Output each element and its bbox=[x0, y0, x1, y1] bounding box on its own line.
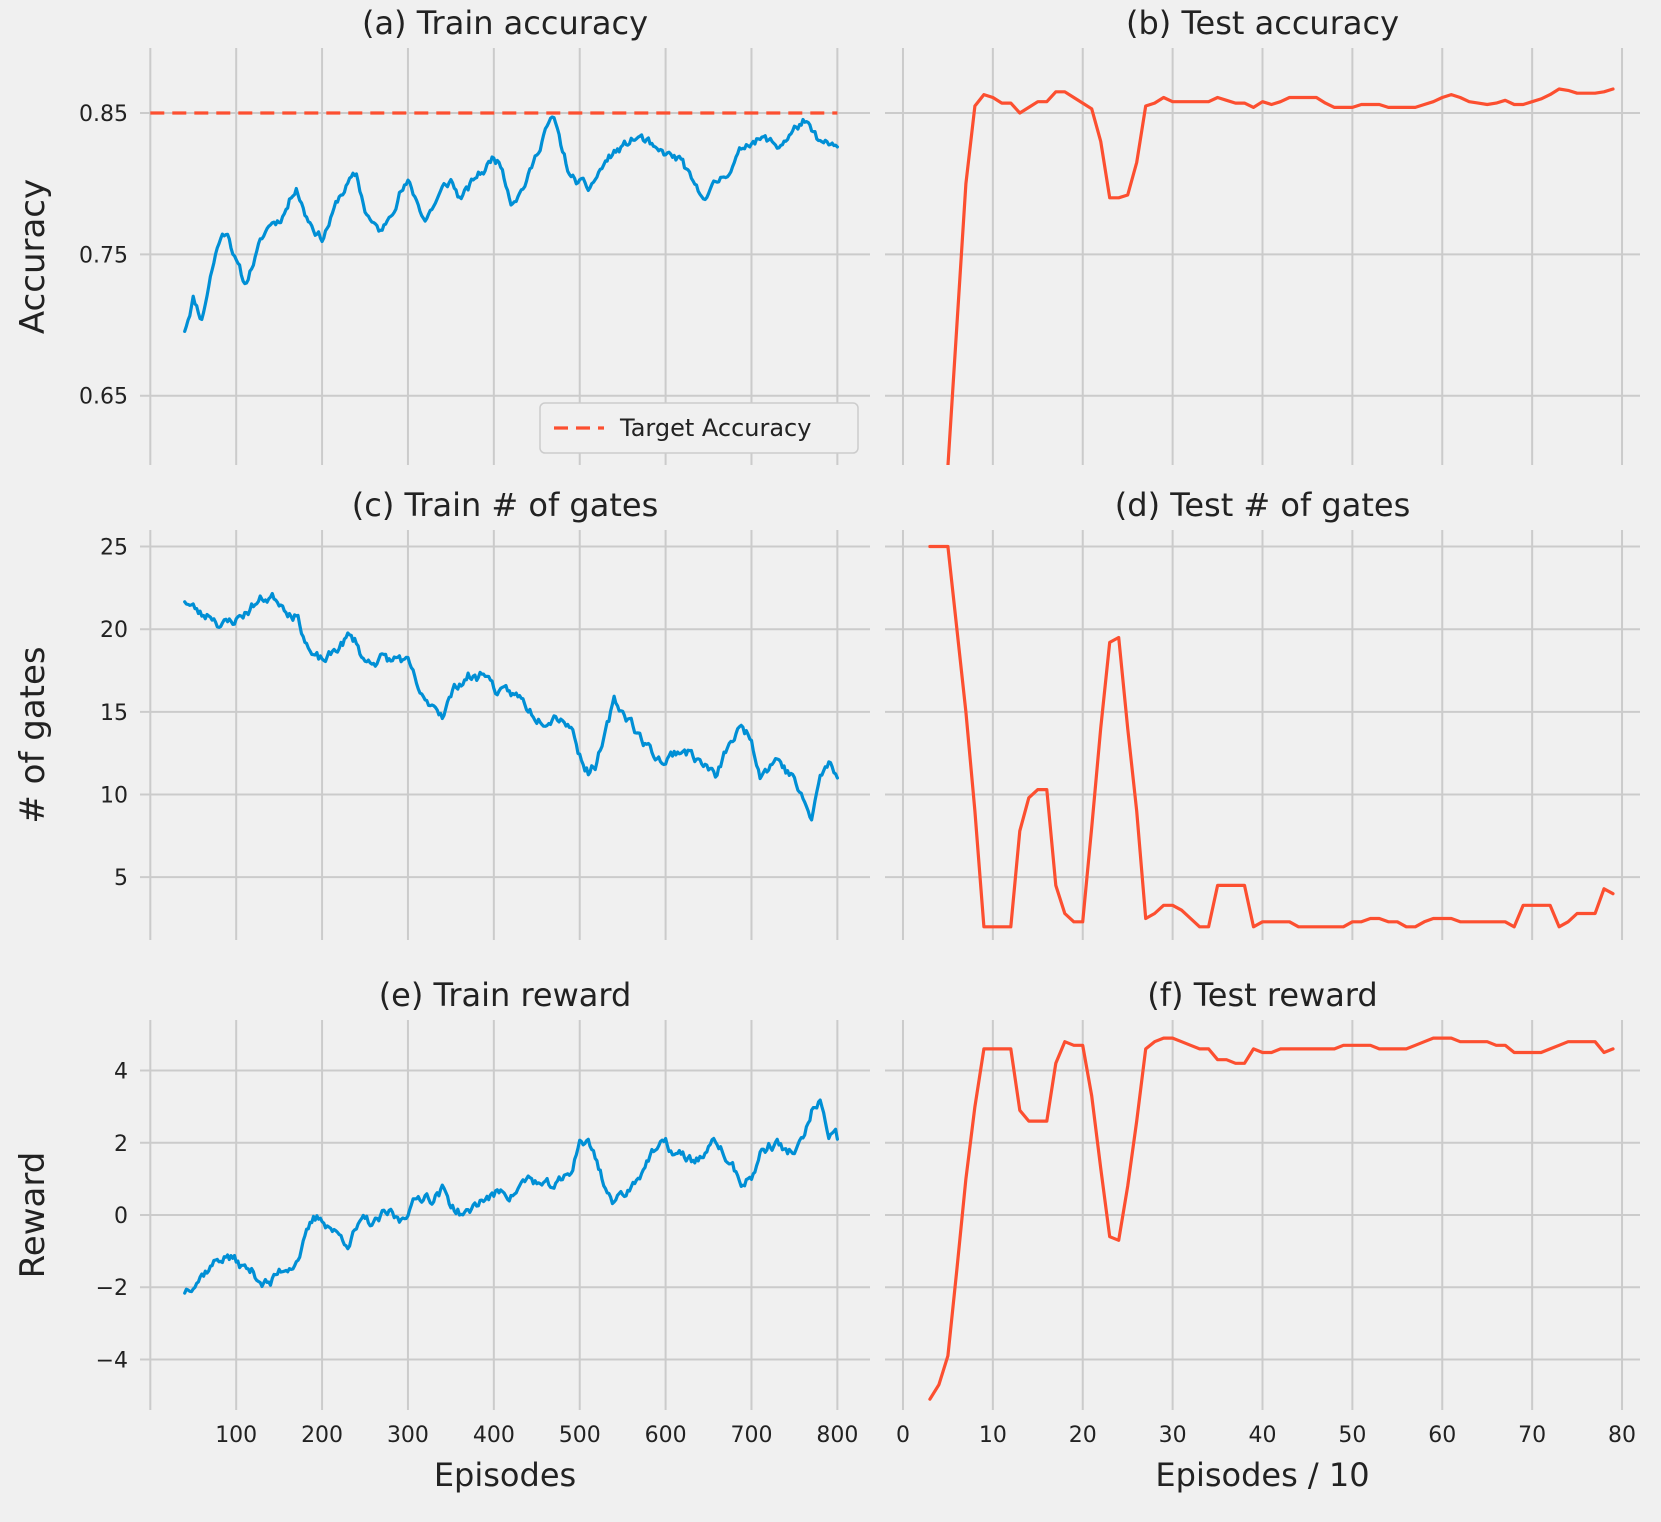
y-axis-label: # of gates bbox=[13, 646, 53, 823]
y-tick-label: 25 bbox=[100, 536, 128, 561]
y-tick-label: 5 bbox=[114, 866, 128, 891]
x-tick-label: 30 bbox=[1159, 1423, 1187, 1448]
panel-title: (c) Train # of gates bbox=[352, 486, 659, 524]
panel-title: (f) Test reward bbox=[1147, 976, 1377, 1014]
panel-title: (a) Train accuracy bbox=[362, 4, 648, 42]
x-tick-label: 10 bbox=[979, 1423, 1007, 1448]
panel-b-series bbox=[946, 87, 1615, 465]
y-tick-label: 4 bbox=[114, 1060, 128, 1085]
panel-c: 5 10 15 20 25 (c) Train # of gates # of gates bbox=[13, 486, 870, 940]
y-tick-label: 0 bbox=[114, 1204, 128, 1229]
y-axis-label: Reward bbox=[13, 1152, 53, 1279]
x-tick-label: 40 bbox=[1249, 1423, 1277, 1448]
legend-label: Target Accuracy bbox=[619, 414, 811, 442]
y-axis-label: Accuracy bbox=[13, 179, 53, 334]
y-tick-label: 0.85 bbox=[79, 102, 128, 127]
x-tick-label: 800 bbox=[816, 1423, 858, 1448]
series-line-test bbox=[946, 87, 1615, 465]
panel-e-series bbox=[183, 1098, 840, 1295]
panel-d: (d) Test # of gates bbox=[885, 486, 1640, 940]
x-tick-label: 200 bbox=[301, 1423, 343, 1448]
panel-title: (e) Train reward bbox=[379, 976, 632, 1014]
y-tick-label: 0.75 bbox=[79, 243, 128, 268]
y-tick-label: 2 bbox=[114, 1132, 128, 1157]
y-tick-label: 0.65 bbox=[79, 385, 128, 410]
x-tick-label: 20 bbox=[1069, 1423, 1097, 1448]
y-tick-label: 15 bbox=[100, 701, 128, 726]
x-tick-label: 50 bbox=[1338, 1423, 1366, 1448]
panel-d-series bbox=[928, 544, 1615, 929]
panel-e: 100 200 300 400 500 600 700 800 −4 −2 0 2 4 (e) Train… bbox=[13, 976, 870, 1494]
panel-title: (d) Test # of gates bbox=[1115, 486, 1410, 524]
series-line-train bbox=[183, 115, 840, 333]
panel-c-series bbox=[183, 591, 840, 822]
series-line-train bbox=[183, 591, 840, 822]
x-tick-label: 100 bbox=[215, 1423, 257, 1448]
y-tick-label: −2 bbox=[96, 1276, 128, 1301]
x-tick-label: 300 bbox=[387, 1423, 429, 1448]
x-tick-label: 70 bbox=[1518, 1423, 1546, 1448]
x-tick-label: 500 bbox=[559, 1423, 601, 1448]
series-line-test bbox=[928, 544, 1615, 929]
y-tick-label: 20 bbox=[100, 618, 128, 643]
panel-f-series bbox=[928, 1036, 1615, 1401]
panel-b: (b) Test accuracy bbox=[885, 4, 1640, 465]
panel-f: 0 10 20 30 40 50 60 70 80 (f) Test reward Episodes… bbox=[885, 976, 1640, 1494]
x-tick-label: 80 bbox=[1608, 1423, 1636, 1448]
x-axis-label: Episodes / 10 bbox=[1155, 1456, 1369, 1494]
x-tick-label: 400 bbox=[473, 1423, 515, 1448]
x-axis-label: Episodes bbox=[434, 1456, 576, 1494]
x-tick-label: 60 bbox=[1428, 1423, 1456, 1448]
legend: Target Accuracy bbox=[539, 402, 859, 454]
x-tick-label: 700 bbox=[730, 1423, 772, 1448]
panel-a: 0.65 0.75 0.85 (a) Train accuracy Accuracy Ta… bbox=[13, 4, 870, 465]
series-line-train bbox=[183, 1098, 840, 1295]
panel-a-series bbox=[150, 111, 840, 333]
y-tick-label: 10 bbox=[100, 784, 128, 809]
x-tick-label: 0 bbox=[896, 1423, 910, 1448]
y-tick-label: −4 bbox=[96, 1348, 128, 1373]
x-tick-label: 600 bbox=[645, 1423, 687, 1448]
legend-box bbox=[539, 402, 859, 454]
panel-title: (b) Test accuracy bbox=[1126, 4, 1399, 42]
series-line-test bbox=[928, 1036, 1615, 1401]
